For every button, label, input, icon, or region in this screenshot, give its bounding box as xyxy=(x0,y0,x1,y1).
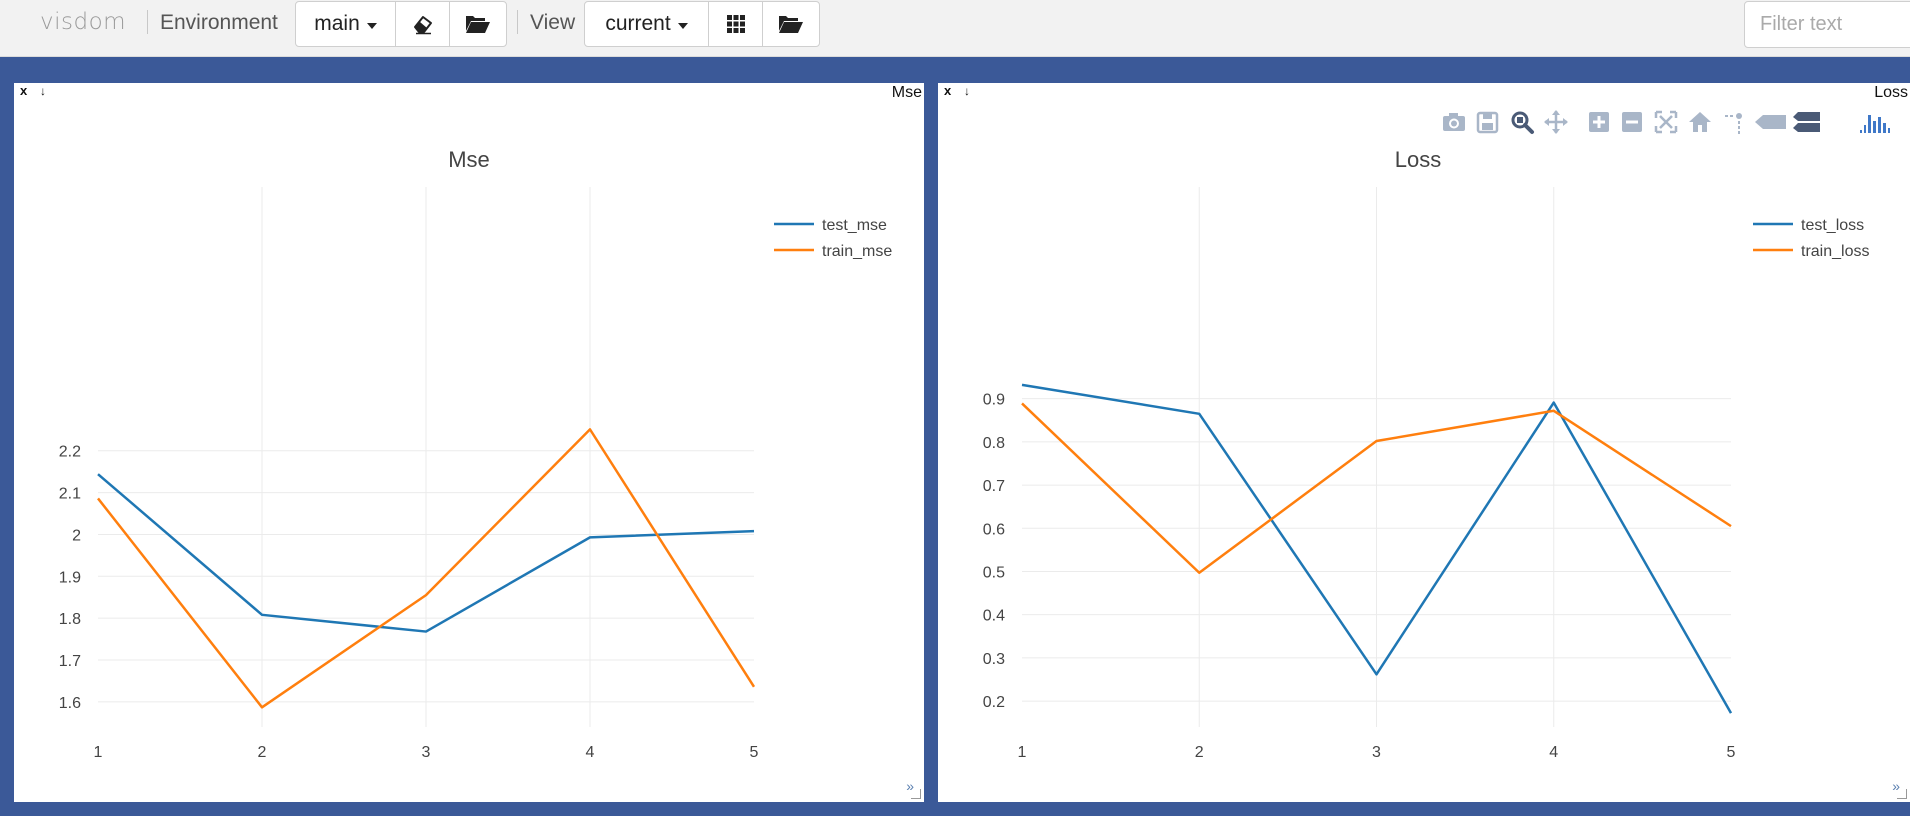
x-tick-label: 5 xyxy=(750,744,759,761)
legend-label: train_mse xyxy=(822,243,892,260)
y-tick-label: 1.6 xyxy=(59,695,81,712)
plot-pane-loss[interactable]: x ↓ Loss Loss 1 2 3 4 5 0.2 0.3 0.4 0.5 0.6 0.7 0.8 0… xyxy=(938,83,1910,802)
y-tick-label: 0.8 xyxy=(983,435,1005,452)
eraser-icon xyxy=(413,16,432,35)
x-tick-label: 3 xyxy=(1372,744,1381,761)
manage-views-button[interactable] xyxy=(763,2,819,46)
x-tick-label: 5 xyxy=(1727,744,1736,761)
legend-item-test_mse[interactable]: test_mse xyxy=(774,217,887,234)
x-tick-label: 1 xyxy=(1018,744,1027,761)
y-tick-label: 2.1 xyxy=(59,486,81,503)
close-icon[interactable]: x xyxy=(944,83,952,98)
brand-logo[interactable]: visdom xyxy=(40,9,127,35)
chart-title: Loss xyxy=(1395,147,1441,172)
save-icon[interactable] xyxy=(1475,107,1501,137)
series-line-test_loss[interactable] xyxy=(1021,383,1733,714)
plot-pane-mse[interactable]: x ↓ Mse Mse 1 2 3 4 5 1.6 1.7 1.8 1.9 2 2.1 2.2 test_… xyxy=(14,83,924,802)
plot-modebar xyxy=(938,107,1910,141)
x-tick-label: 2 xyxy=(258,744,267,761)
x-tick-label: 4 xyxy=(1549,744,1558,761)
download-icon[interactable]: ↓ xyxy=(40,84,46,98)
view-label: View xyxy=(530,11,576,34)
pane-title: Loss xyxy=(1874,84,1908,101)
zoom-icon[interactable] xyxy=(1509,107,1535,137)
environment-label: Environment xyxy=(160,11,278,34)
hover-closest-icon[interactable] xyxy=(1753,107,1787,137)
plotly-logo-icon[interactable] xyxy=(1858,107,1892,137)
y-tick-label: 0.6 xyxy=(983,521,1005,538)
download-icon[interactable]: ↓ xyxy=(964,84,970,98)
spike-lines-icon[interactable] xyxy=(1723,107,1749,137)
resize-handle[interactable] xyxy=(911,789,921,799)
series-line-train_mse[interactable] xyxy=(97,428,756,709)
y-tick-label: 0.7 xyxy=(983,478,1005,495)
legend-item-train_loss[interactable]: train_loss xyxy=(1753,243,1869,260)
folder-open-icon xyxy=(779,16,803,33)
x-tick-label: 2 xyxy=(1195,744,1204,761)
x-tick-label: 4 xyxy=(586,744,595,761)
pane-header: x ↓ Mse xyxy=(14,83,924,101)
y-tick-label: 0.2 xyxy=(983,694,1005,711)
pan-icon[interactable] xyxy=(1543,107,1569,137)
folder-open-icon xyxy=(466,16,490,33)
caret-down-icon xyxy=(366,22,377,29)
line-chart[interactable]: Loss 1 2 3 4 5 0.2 0.3 0.4 0.5 0.6 0.7 0.8 0.9 test_lo… xyxy=(938,83,1910,802)
pane-header: x ↓ Loss xyxy=(938,83,1910,101)
y-tick-label: 1.7 xyxy=(59,653,81,670)
legend-label: test_mse xyxy=(822,217,887,234)
y-tick-label: 0.4 xyxy=(983,608,1005,625)
resize-handle[interactable] xyxy=(1897,789,1907,799)
caret-down-icon xyxy=(677,22,688,29)
series-line-test_mse[interactable] xyxy=(97,473,755,633)
legend-item-train_mse[interactable]: train_mse xyxy=(774,243,892,260)
environment-dropdown[interactable]: main xyxy=(296,2,396,46)
repack-layout-button[interactable] xyxy=(709,2,763,46)
more-options-icon[interactable]: » xyxy=(906,778,914,794)
filter-input[interactable] xyxy=(1744,1,1910,48)
manage-environments-button[interactable] xyxy=(450,2,506,46)
divider xyxy=(147,10,148,34)
home-icon[interactable] xyxy=(1687,107,1713,137)
legend-label: train_loss xyxy=(1801,243,1869,260)
environment-button-group: main xyxy=(295,1,507,47)
y-tick-label: 0.9 xyxy=(983,392,1005,409)
x-tick-label: 3 xyxy=(422,744,431,761)
zoom-out-icon[interactable] xyxy=(1619,107,1645,137)
camera-icon[interactable] xyxy=(1441,107,1467,137)
y-tick-label: 2.2 xyxy=(59,444,81,461)
y-tick-label: 2 xyxy=(72,527,81,544)
chart-title: Mse xyxy=(448,147,490,172)
legend-label: test_loss xyxy=(1801,217,1864,234)
y-tick-label: 0.5 xyxy=(983,564,1005,581)
x-tick-label: 1 xyxy=(94,744,103,761)
zoom-in-icon[interactable] xyxy=(1586,107,1612,137)
more-options-icon[interactable]: » xyxy=(1892,778,1900,794)
grid-icon xyxy=(726,15,745,33)
environment-value: main xyxy=(314,12,360,35)
divider xyxy=(517,10,518,34)
y-tick-label: 1.9 xyxy=(59,569,81,586)
y-tick-label: 1.8 xyxy=(59,611,81,628)
view-dropdown[interactable]: current xyxy=(585,2,709,46)
line-chart[interactable]: Mse 1 2 3 4 5 1.6 1.7 1.8 1.9 2 2.1 2.2 test_msetrain… xyxy=(14,83,924,802)
view-value: current xyxy=(605,12,671,35)
legend-item-test_loss[interactable]: test_loss xyxy=(1753,217,1864,234)
hover-compare-icon[interactable] xyxy=(1791,107,1821,137)
top-navbar: visdom Environment main View current xyxy=(0,0,1910,57)
clear-environment-button[interactable] xyxy=(396,2,450,46)
series-line-train_loss[interactable] xyxy=(1021,402,1732,575)
autoscale-icon[interactable] xyxy=(1653,107,1679,137)
y-tick-label: 0.3 xyxy=(983,651,1005,668)
pane-title: Mse xyxy=(891,84,922,101)
close-icon[interactable]: x xyxy=(20,83,28,98)
view-button-group: current xyxy=(584,1,820,47)
